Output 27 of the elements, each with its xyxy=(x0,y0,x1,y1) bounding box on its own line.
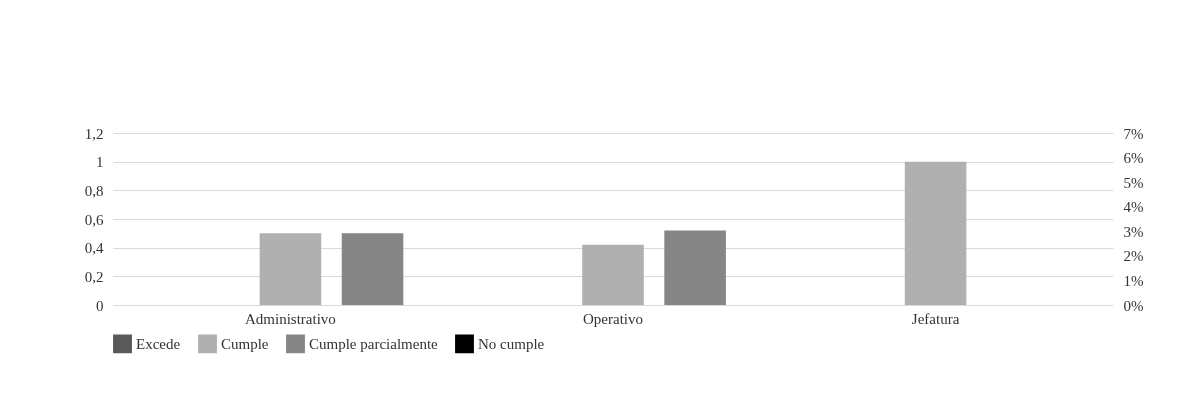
y-tick-label: 1,2 xyxy=(84,125,104,142)
y2-tick-label: 6% xyxy=(1123,150,1144,167)
y-tick-label: 0,4 xyxy=(84,240,104,257)
y-tick-label: 1 xyxy=(96,154,104,171)
y2-tick-label: 5% xyxy=(1123,174,1144,191)
legend-label: Cumple parcialmente xyxy=(309,335,439,352)
y-tick-label: 0,6 xyxy=(84,211,104,228)
y2-tick-label: 1% xyxy=(1123,272,1144,289)
legend-label: Cumple xyxy=(221,335,269,352)
bar xyxy=(341,233,404,305)
bar xyxy=(582,244,644,305)
legend-label: Excede xyxy=(136,335,181,352)
y-tick-label: 0,8 xyxy=(84,182,104,199)
y2-tick-label: 7% xyxy=(1123,125,1144,142)
x-tick-label: Operativo xyxy=(583,310,643,327)
bar xyxy=(664,230,726,305)
legend-label: No cumple xyxy=(478,335,545,352)
y2-tick-label: 2% xyxy=(1123,248,1144,265)
y2-tick-label: 4% xyxy=(1123,199,1144,216)
x-tick-label: Administrativo xyxy=(245,310,336,327)
y2-tick-label: 0% xyxy=(1123,297,1144,314)
bar xyxy=(904,161,967,305)
y-tick-label: 0 xyxy=(96,297,104,314)
y2-tick-label: 3% xyxy=(1123,223,1144,240)
y-tick-label: 0,2 xyxy=(84,268,104,285)
bar xyxy=(259,233,322,305)
x-tick-label: Jefatura xyxy=(911,310,960,327)
